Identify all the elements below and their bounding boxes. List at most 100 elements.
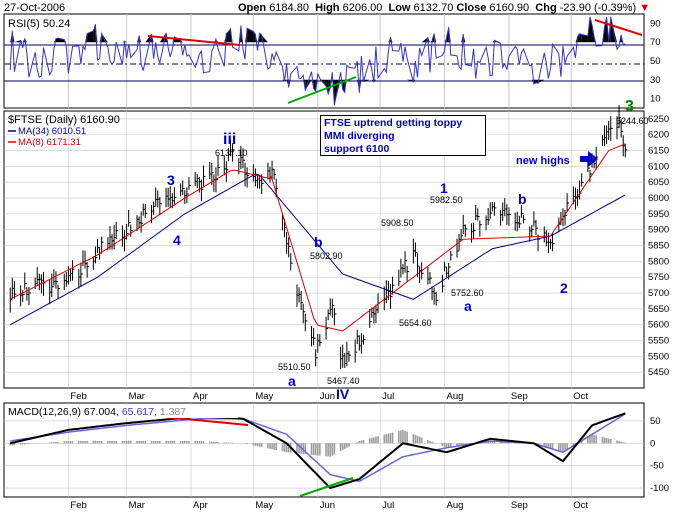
note-line-3: support 6100 bbox=[324, 143, 390, 155]
open-label: Open bbox=[238, 2, 267, 14]
ma8-legend: MA(8) 6171.31 bbox=[18, 137, 81, 148]
price-month-label: Apr bbox=[193, 391, 208, 402]
ma8-line bbox=[9, 143, 626, 332]
wave-iii-label: iii bbox=[223, 131, 236, 148]
wave-a-price-first: 5510.50 bbox=[278, 362, 311, 372]
macd-month-label: Jun bbox=[320, 500, 335, 511]
rsi-overbought-fill bbox=[226, 31, 229, 43]
header-quote: Open 6184.80 High 6206.00 Low 6132.70 Cl… bbox=[238, 2, 650, 14]
wave-3-label-second: 3 bbox=[625, 98, 634, 115]
price-month-label: Aug bbox=[447, 391, 464, 402]
rsi-oversold-fill bbox=[407, 79, 414, 83]
macd-month-label: May bbox=[255, 500, 273, 511]
rsi-frame bbox=[3, 13, 645, 109]
wave-a-price-second: 5752.60 bbox=[451, 288, 484, 298]
rsi-tick-label: 30 bbox=[650, 75, 661, 86]
high-value: 6206.00 bbox=[342, 2, 383, 14]
rsi-oversold-fill bbox=[363, 79, 370, 82]
macd-panel: MACD(12,26,9) 67.004, 65.617, 1.387 -100… bbox=[3, 402, 669, 511]
rsi-tick-label: 50 bbox=[650, 56, 661, 67]
low-label: Low bbox=[388, 2, 411, 14]
price-tick-label: 5500 bbox=[648, 351, 669, 362]
wave-IV-price: 5467.40 bbox=[327, 376, 360, 386]
ma34-legend: MA(34) 6010.51 bbox=[18, 126, 86, 137]
rsi-overbought-fill bbox=[228, 28, 231, 43]
price-month-label: Oct bbox=[573, 391, 588, 402]
wave-3-label-first: 3 bbox=[167, 172, 175, 188]
rsi-overbought-fill bbox=[579, 33, 582, 43]
chg-label: Chg bbox=[535, 2, 557, 14]
wave-2-label: 2 bbox=[560, 280, 568, 296]
wave-b-price-first: 5802.90 bbox=[310, 251, 343, 261]
rsi-oversold-fill bbox=[538, 79, 545, 84]
price-tick-label: 5950 bbox=[648, 209, 669, 220]
price-tick-label: 6050 bbox=[648, 177, 669, 188]
price-label-5654: 5654.60 bbox=[399, 318, 432, 328]
rsi-overbought-fill bbox=[581, 34, 588, 43]
macd-divergence-line-green bbox=[299, 477, 354, 497]
macd-label: MACD(12,26,9) 67.004, 65.617, 1.387 bbox=[8, 406, 186, 418]
price-month-label: Jun bbox=[320, 391, 335, 402]
note-line-1: FTSE uptrend getting toppy bbox=[324, 117, 463, 129]
rsi-overbought-fill bbox=[261, 35, 268, 43]
price-tick-label: 5650 bbox=[648, 304, 669, 315]
note-line-2: MMI diverging bbox=[324, 130, 395, 142]
rsi-panel: RSI(5) 50.24 10 30 50 70 90 bbox=[3, 13, 661, 109]
price-month-label: Sep bbox=[511, 391, 528, 402]
price-panel: 5450 5500 5550 5600 5650 5700 5750 5800 5850 5900… bbox=[3, 98, 669, 402]
macd-divergence-line-red bbox=[164, 416, 249, 426]
wave-b-label-second: b bbox=[518, 191, 527, 207]
price-tick-label: 5750 bbox=[648, 272, 669, 283]
macd-tick-label: 50 bbox=[650, 416, 661, 427]
rsi-line bbox=[9, 16, 626, 106]
close-value: 6160.90 bbox=[489, 2, 530, 14]
price-tick-label: 5850 bbox=[648, 241, 669, 252]
high-label: High bbox=[315, 2, 340, 14]
rsi-overbought-fill bbox=[93, 24, 96, 43]
price-tick-label: 5800 bbox=[648, 256, 669, 267]
macd-tick-label: -100 bbox=[650, 483, 669, 494]
price-tick-label: 5450 bbox=[648, 367, 669, 378]
rsi-overbought-fill bbox=[247, 28, 254, 43]
rsi-overbought-fill bbox=[577, 33, 580, 43]
price-frame bbox=[3, 110, 645, 389]
rsi-divergence-line-3 bbox=[287, 76, 357, 104]
price-tick-label: 6000 bbox=[648, 193, 669, 204]
ma34-line bbox=[9, 173, 626, 326]
macd-label-bg bbox=[6, 405, 238, 418]
wave-IV-label: IV bbox=[336, 386, 350, 402]
note-box: FTSE uptrend getting toppy MMI diverging… bbox=[320, 115, 486, 156]
close-label: Close bbox=[456, 2, 487, 14]
price-tick-label: 6200 bbox=[648, 130, 669, 141]
price-label-5908: 5908.50 bbox=[381, 218, 414, 228]
macd-tick-label: -50 bbox=[650, 461, 664, 472]
price-tick-label: 5700 bbox=[648, 288, 669, 299]
rsi-tick-label: 10 bbox=[650, 94, 661, 105]
price-tick-label: 5550 bbox=[648, 336, 669, 347]
macd-month-label: Jul bbox=[382, 500, 394, 511]
macd-month-label: Oct bbox=[573, 500, 588, 511]
price-tick-label: 6150 bbox=[648, 146, 669, 157]
wave-a-label-second: a bbox=[464, 298, 472, 314]
macd-tick-label: 0 bbox=[650, 438, 655, 449]
rsi-overbought-fill bbox=[87, 30, 94, 43]
rsi-oversold-fill bbox=[535, 79, 539, 84]
chg-value: -23.90 (-0.39%) bbox=[559, 2, 637, 14]
new-highs-label: new highs bbox=[516, 155, 570, 167]
price-month-label: Feb bbox=[70, 391, 86, 402]
open-value: 6184.80 bbox=[269, 2, 309, 14]
wave-3-price: 6244.60 bbox=[616, 116, 649, 126]
header-date: 27-Oct-2006 bbox=[4, 2, 66, 14]
rsi-divergence-line-2 bbox=[594, 19, 643, 36]
price-tick-label: 5600 bbox=[648, 320, 669, 331]
wave-4-label: 4 bbox=[173, 232, 181, 248]
macd-line bbox=[9, 412, 626, 490]
price-month-label: Jul bbox=[382, 391, 394, 402]
wave-1-label: 1 bbox=[440, 180, 448, 196]
price-tick-label: 6100 bbox=[648, 161, 669, 172]
macd-month-label: Apr bbox=[193, 500, 208, 511]
new-highs-arrow-icon bbox=[580, 151, 598, 167]
macd-month-label: Sep bbox=[511, 500, 528, 511]
macd-month-label: Feb bbox=[70, 500, 86, 511]
